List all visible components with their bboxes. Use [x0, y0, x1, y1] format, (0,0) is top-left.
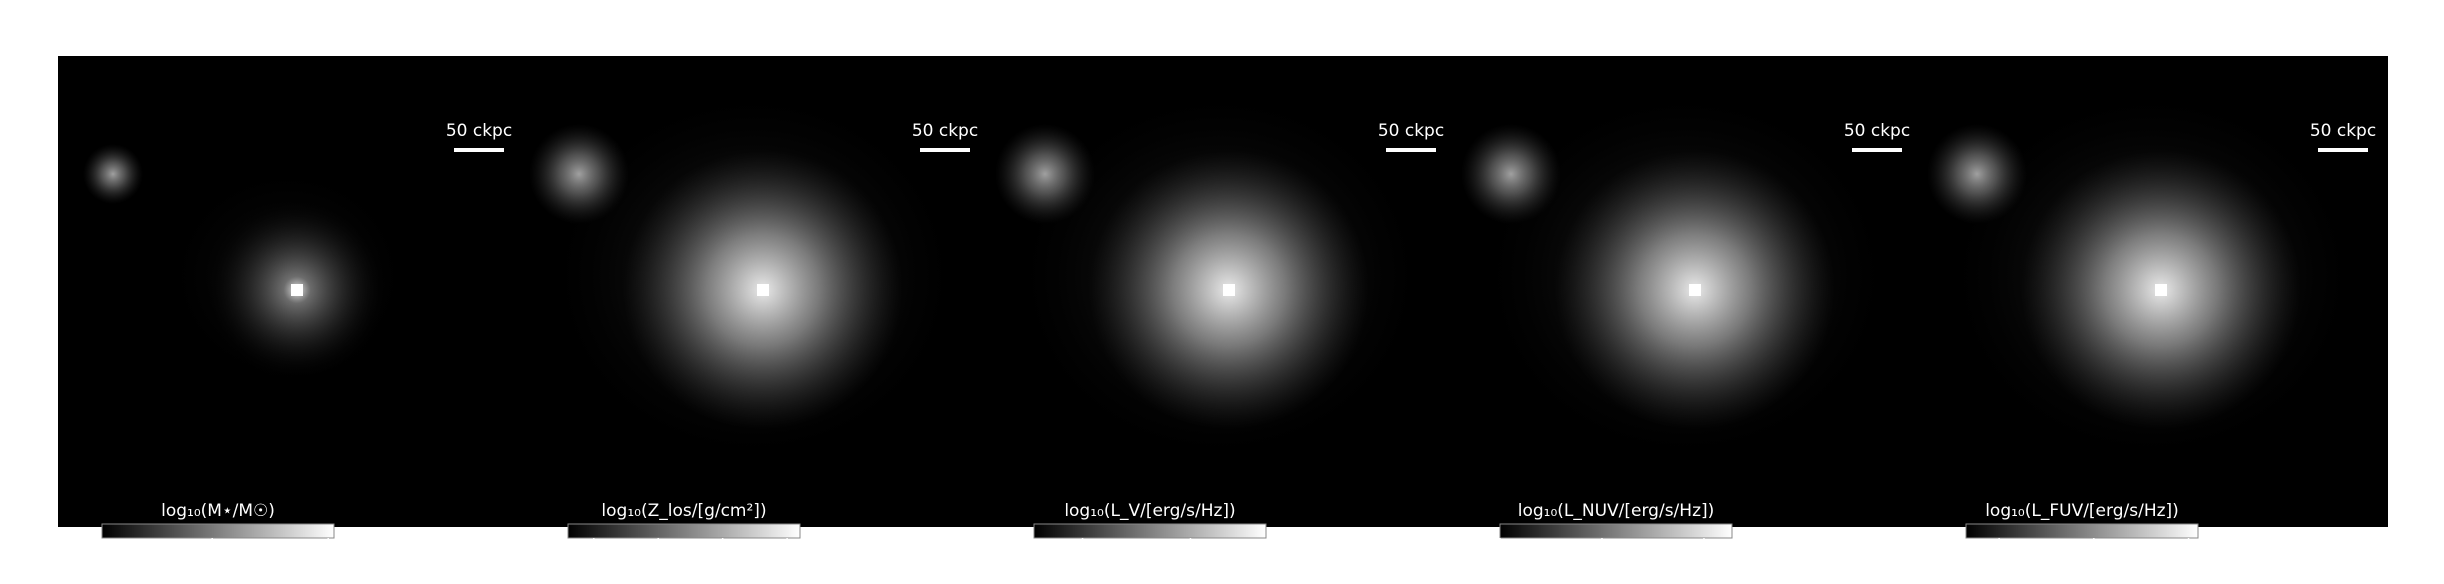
colorbar: [1033, 523, 1267, 539]
scale-bar-label: 50 ckpc: [446, 121, 512, 141]
panel: 50 ckpc log₁₀(L_V/[erg/s/Hz]) 26 28: [990, 56, 1456, 565]
colorbar-tick-label: 24: [1988, 545, 2010, 565]
colorbar: [567, 523, 801, 539]
scale-bar-label: 50 ckpc: [1844, 121, 1910, 141]
core-pixel: [1689, 284, 1701, 296]
colorbar-tick-label: −5.0: [702, 545, 743, 565]
colorbar: [1499, 523, 1733, 539]
colorbar-tick-label: 24: [1489, 545, 1511, 565]
colorbar-tick-label: −7.5: [638, 545, 679, 565]
satellite: [995, 124, 1095, 224]
core-pixel: [757, 284, 769, 296]
colorbar: [1965, 523, 2199, 539]
colorbar: [101, 523, 335, 539]
panel: 50 ckpc log₁₀(M⋆/M☉) 8 10: [58, 56, 524, 565]
colorbar-tick-label: 8: [207, 545, 218, 565]
colorbar-label: log₁₀(Z_los/[g/cm²]): [601, 501, 766, 521]
colorbar-tick-label: 26: [1072, 545, 1094, 565]
scale-bar-label: 50 ckpc: [1378, 121, 1444, 141]
colorbar-label: log₁₀(L_FUV/[erg/s/Hz]): [1985, 501, 2179, 521]
scale-bar-label: 50 ckpc: [2310, 121, 2376, 141]
panel: 50 ckpc log₁₀(L_FUV/[erg/s/Hz]) 24 26 28: [1922, 56, 2388, 565]
satellite: [1927, 124, 2027, 224]
scale-bar-label: 50 ckpc: [912, 121, 978, 141]
colorbar-tick-label: 28: [1693, 545, 1715, 565]
core-pixel: [1223, 284, 1235, 296]
colorbar-tick-label: 26: [1591, 545, 1613, 565]
satellite: [1461, 124, 1561, 224]
colorbar-label: log₁₀(L_V/[erg/s/Hz]): [1064, 501, 1235, 521]
core-pixel: [2155, 284, 2167, 296]
satellite: [83, 144, 143, 204]
satellite: [529, 124, 629, 224]
panel: 50 ckpc log₁₀(L_NUV/[erg/s/Hz]) 24 26 28: [1456, 56, 1922, 565]
colorbar-tick-label: 28: [2178, 545, 2200, 565]
colorbar-label: log₁₀(M⋆/M☉): [161, 501, 275, 521]
colorbar-tick-label: −2.5: [766, 545, 807, 565]
colorbar-tick-label: 10: [317, 545, 339, 565]
colorbar-tick-label: 26: [2083, 545, 2105, 565]
core-pixel: [291, 284, 303, 296]
colorbar-label: log₁₀(L_NUV/[erg/s/Hz]): [1518, 501, 1715, 521]
colorbar-tick-label: −10.0: [568, 545, 620, 565]
panel: 50 ckpc log₁₀(Z_los/[g/cm²]) −10.0 −7.5 −5.0…: [524, 56, 990, 565]
colorbar-tick-label: 28: [1180, 545, 1202, 565]
